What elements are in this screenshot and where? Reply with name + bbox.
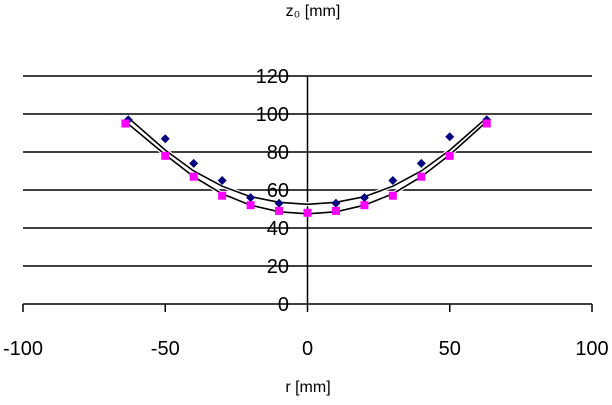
curve-layer (124, 116, 489, 216)
y-tick-label: 60 (267, 180, 289, 202)
data-point-square (388, 191, 397, 200)
data-point-square (445, 151, 454, 160)
y-tick-label: 20 (267, 256, 289, 278)
x-tick-label: 50 (439, 338, 461, 360)
x-tick-label: -100 (3, 338, 43, 360)
y-tick-label: 0 (278, 294, 289, 316)
data-point-square (218, 191, 227, 200)
data-point-square (121, 119, 130, 128)
data-point-square (246, 201, 255, 210)
x-tick-label: -50 (151, 338, 180, 360)
data-point-diamond (416, 158, 426, 168)
x-axis-title: r [mm] (285, 379, 330, 396)
axis-layer (22, 76, 593, 312)
label-layer: 0 20 40 60 80 100 120 -100 -50 0 50 100 (3, 66, 609, 360)
data-point-diamond (388, 176, 398, 185)
data-point-diamond (274, 198, 284, 208)
data-point-diamond (445, 132, 455, 142)
data-point-square (331, 206, 340, 215)
y-tick-label: 120 (256, 66, 289, 88)
data-point-square (360, 201, 369, 210)
marker-layer (121, 115, 492, 217)
y-tick-label: 100 (256, 104, 289, 126)
data-point-square (161, 151, 170, 160)
data-point-diamond (246, 193, 256, 203)
data-point-diamond (359, 193, 369, 203)
y-tick-label: 80 (267, 142, 289, 164)
data-point-square (303, 208, 312, 217)
x-tick-label: 0 (302, 338, 313, 360)
fit-curve-1 (127, 117, 488, 206)
data-point-diamond (331, 198, 341, 208)
data-point-square (417, 172, 426, 181)
data-point-square (482, 119, 491, 128)
y-axis-title: z₀ [mm] (286, 3, 341, 20)
data-point-diamond (217, 176, 227, 185)
data-point-square (189, 172, 198, 181)
data-point-diamond (189, 158, 199, 168)
data-point-square (275, 206, 284, 215)
data-point-diamond (160, 134, 170, 144)
y-tick-label: 40 (267, 218, 289, 240)
x-tick-label: 100 (575, 338, 608, 360)
